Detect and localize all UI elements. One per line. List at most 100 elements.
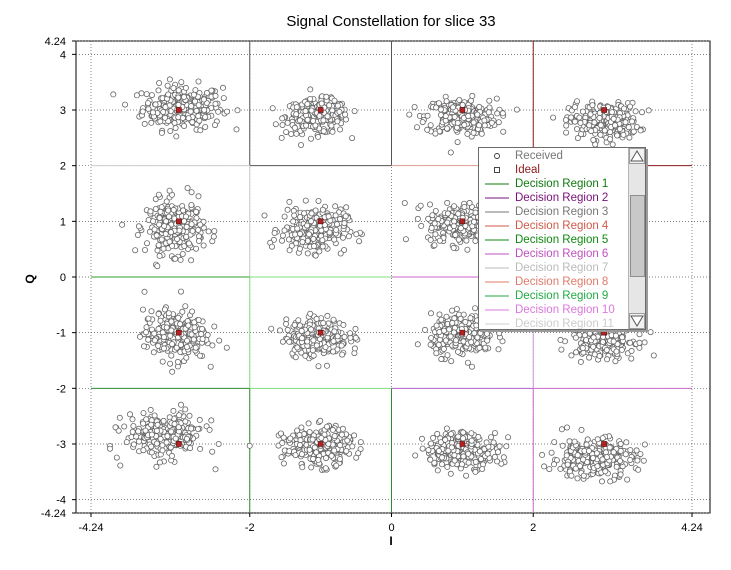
received-point bbox=[463, 237, 470, 244]
received-point bbox=[173, 133, 180, 140]
received-point bbox=[505, 434, 512, 441]
legend-item[interactable]: Decision Region 1 bbox=[479, 177, 629, 191]
legend-item[interactable]: Received bbox=[479, 149, 629, 163]
received-point bbox=[297, 141, 304, 148]
received-point bbox=[566, 438, 573, 445]
received-point bbox=[597, 131, 604, 138]
received-point bbox=[188, 201, 195, 208]
received-point bbox=[179, 308, 186, 315]
received-point bbox=[467, 315, 474, 322]
received-point bbox=[599, 478, 606, 485]
legend-item[interactable]: Decision Region 9 bbox=[479, 289, 629, 303]
received-point bbox=[197, 127, 204, 134]
received-point bbox=[578, 131, 585, 138]
received-point bbox=[153, 440, 160, 447]
received-point bbox=[558, 346, 565, 353]
received-point bbox=[212, 100, 219, 107]
received-point bbox=[133, 92, 140, 99]
legend-item[interactable]: Decision Region 8 bbox=[479, 275, 629, 289]
scroll-down-button[interactable] bbox=[629, 313, 645, 329]
received-point bbox=[133, 433, 140, 440]
received-point bbox=[647, 329, 654, 336]
received-point bbox=[550, 114, 557, 121]
legend-item[interactable]: Decision Region 2 bbox=[479, 191, 629, 205]
received-point bbox=[183, 233, 190, 240]
received-point bbox=[281, 227, 288, 234]
received-point bbox=[302, 197, 309, 204]
received-point bbox=[178, 79, 185, 86]
received-point bbox=[450, 329, 457, 336]
received-point bbox=[424, 112, 431, 119]
received-point bbox=[176, 227, 183, 234]
legend-item[interactable]: Decision Region 6 bbox=[479, 247, 629, 261]
received-point bbox=[612, 122, 619, 129]
received-point bbox=[617, 440, 624, 447]
received-point bbox=[645, 107, 652, 114]
received-point bbox=[401, 199, 408, 206]
received-point bbox=[413, 124, 420, 131]
legend-item[interactable]: Decision Region 10 bbox=[479, 303, 629, 317]
received-point bbox=[312, 122, 319, 129]
received-point bbox=[135, 428, 142, 435]
received-point bbox=[317, 417, 324, 424]
scroll-thumb[interactable] bbox=[630, 195, 645, 277]
legend-item[interactable]: Decision Region 5 bbox=[479, 233, 629, 247]
received-point bbox=[294, 427, 301, 434]
received-point bbox=[294, 344, 301, 351]
received-point bbox=[148, 443, 155, 450]
received-point bbox=[166, 76, 173, 83]
received-point bbox=[457, 225, 464, 232]
received-point bbox=[437, 106, 444, 113]
received-point bbox=[572, 465, 579, 472]
received-point bbox=[541, 463, 548, 470]
received-point bbox=[310, 235, 317, 242]
scroll-up-button[interactable] bbox=[629, 148, 645, 164]
legend-item[interactable]: Decision Region 4 bbox=[479, 219, 629, 233]
received-point bbox=[334, 102, 341, 109]
received-point bbox=[438, 461, 445, 468]
ideal-point bbox=[317, 107, 324, 113]
received-point bbox=[159, 358, 166, 365]
received-point bbox=[607, 136, 614, 143]
legend-item[interactable]: Decision Region 7 bbox=[479, 261, 629, 275]
received-point bbox=[307, 86, 314, 93]
ideal-point bbox=[317, 218, 324, 225]
received-point bbox=[293, 104, 300, 111]
received-point bbox=[443, 98, 450, 105]
received-point bbox=[342, 116, 349, 123]
received-point bbox=[307, 310, 314, 317]
received-point bbox=[448, 444, 455, 451]
received-point bbox=[586, 122, 593, 129]
received-point bbox=[167, 127, 174, 134]
y-tick-label: -4 bbox=[56, 495, 66, 507]
received-point bbox=[175, 424, 182, 431]
received-point bbox=[286, 247, 293, 254]
received-point bbox=[287, 435, 294, 442]
received-point bbox=[435, 100, 442, 107]
received-point bbox=[431, 220, 438, 227]
received-point bbox=[202, 124, 209, 131]
received-point bbox=[617, 471, 624, 478]
legend-line-icon bbox=[485, 239, 509, 241]
received-point bbox=[457, 315, 464, 322]
received-point bbox=[349, 443, 356, 450]
received-point bbox=[419, 119, 426, 126]
legend-item[interactable]: Decision Region 3 bbox=[479, 205, 629, 219]
received-point bbox=[151, 226, 158, 233]
legend-scrollbar[interactable] bbox=[628, 148, 645, 329]
received-point bbox=[130, 422, 137, 429]
received-point bbox=[485, 109, 492, 116]
chart-legend[interactable]: Received Ideal Decision Region 1 Decision R… bbox=[478, 147, 646, 330]
received-point bbox=[170, 407, 177, 414]
received-point bbox=[182, 303, 189, 310]
received-point bbox=[450, 244, 457, 251]
received-point bbox=[579, 108, 586, 115]
x-tick-label: 0 bbox=[388, 522, 394, 534]
received-point bbox=[159, 442, 166, 449]
legend-item[interactable]: Ideal bbox=[479, 163, 629, 177]
received-point bbox=[627, 447, 634, 454]
received-point bbox=[444, 210, 451, 217]
legend-item[interactable]: Decision Region 11 bbox=[479, 317, 629, 329]
received-point bbox=[622, 119, 629, 126]
received-point bbox=[438, 356, 445, 363]
